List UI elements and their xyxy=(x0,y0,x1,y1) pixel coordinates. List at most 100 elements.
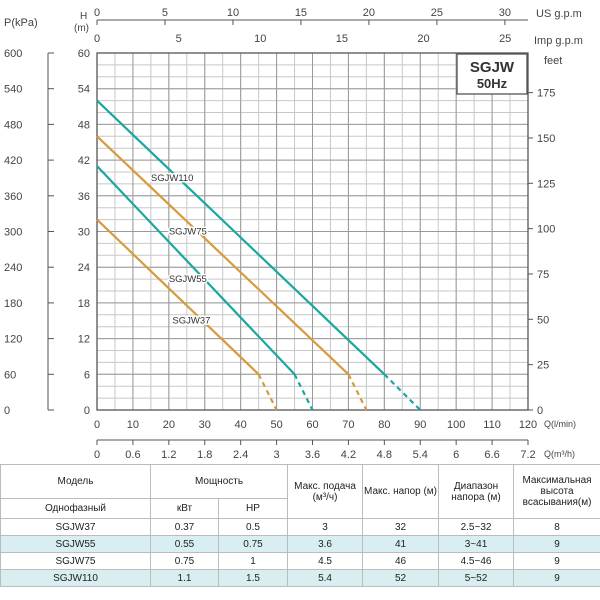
series-label-sgjw110: SGJW110 xyxy=(151,173,194,184)
table-row: SGJW37 0.37 0.5 3 32 2.5~32 8 xyxy=(0,518,600,536)
cell-head: 46 xyxy=(362,552,440,570)
header-max-head: Макс. напор (м) xyxy=(362,464,440,519)
us-gpm-tick-label: 0 xyxy=(94,7,100,19)
cell-model: SGJW37 xyxy=(0,518,151,536)
cell-suction: 8 xyxy=(513,518,600,536)
head-tick-label: 6 xyxy=(84,369,90,381)
cell-suction: 9 xyxy=(513,552,600,570)
head-axis-label: H xyxy=(80,11,87,22)
cell-kw: 0.55 xyxy=(150,535,219,553)
head-tick-label: 60 xyxy=(78,48,90,60)
feet-tick-label: 50 xyxy=(537,314,549,326)
cell-kw: 0.37 xyxy=(150,518,219,536)
us-gpm-tick-label: 30 xyxy=(499,7,511,19)
cell-head: 41 xyxy=(362,535,440,553)
feet-tick-label: 25 xyxy=(537,360,549,372)
series-line-sgjw75 xyxy=(96,135,350,376)
feet-tick-label: 0 xyxy=(537,405,543,417)
m3h-tick-label: 3.6 xyxy=(305,449,320,461)
series-label-sgjw55: SGJW55 xyxy=(169,274,207,285)
pump-performance-chart: P(kPa)060120180240300360420480540600H(m)… xyxy=(4,7,583,461)
cell-kw: 0.75 xyxy=(150,552,219,570)
cell-range: 2.5~32 xyxy=(438,518,515,536)
m3h-tick-label: 2.4 xyxy=(233,449,248,461)
pressure-tick-label: 0 xyxy=(4,405,10,417)
pressure-tick-label: 60 xyxy=(4,369,16,381)
imp-gpm-tick-label: 0 xyxy=(94,33,100,45)
head-tick-label: 42 xyxy=(78,155,90,167)
cell-head: 52 xyxy=(362,569,440,587)
cell-flow: 3 xyxy=(287,518,364,536)
table-row: SGJW55 0.55 0.75 3.6 41 3~41 9 xyxy=(0,535,600,553)
m3h-tick-label: 0 xyxy=(94,449,100,461)
cell-suction: 9 xyxy=(513,569,600,587)
cell-range: 4.5~46 xyxy=(438,552,515,570)
head-tick-label: 30 xyxy=(78,227,90,239)
us-gpm-tick-label: 20 xyxy=(363,7,375,19)
legend-frequency: 50Hz xyxy=(477,76,508,91)
header-power: Мощность xyxy=(149,464,289,499)
pressure-tick-label: 540 xyxy=(4,84,22,96)
series-label-sgjw37: SGJW37 xyxy=(172,316,210,327)
lmin-tick-label: 50 xyxy=(270,419,282,431)
feet-tick-label: 175 xyxy=(537,88,555,100)
pressure-tick-label: 120 xyxy=(4,334,22,346)
feet-tick-label: 150 xyxy=(537,133,555,145)
lmin-tick-label: 40 xyxy=(235,419,247,431)
cell-model: SGJW110 xyxy=(0,569,151,587)
feet-tick-label: 125 xyxy=(537,178,555,190)
cell-range: 5~52 xyxy=(438,569,515,587)
series-line-sgjw110 xyxy=(96,99,386,376)
pressure-tick-label: 300 xyxy=(4,227,22,239)
header-suction-height: Максимальная высота всасывания(м) xyxy=(513,464,600,519)
m3h-tick-label: 1.2 xyxy=(161,449,176,461)
feet-tick-label: 100 xyxy=(537,224,555,236)
imp-gpm-tick-label: 20 xyxy=(417,33,429,45)
m3h-tick-label: 6 xyxy=(453,449,459,461)
m3h-tick-label: 7.2 xyxy=(520,449,535,461)
series-line-sgjw55 xyxy=(96,165,296,376)
cell-kw: 1.1 xyxy=(150,569,219,587)
cell-head: 32 xyxy=(362,518,440,536)
series-line-dashed-sgjw75 xyxy=(347,373,368,411)
lmin-tick-label: 30 xyxy=(199,419,211,431)
pressure-tick-label: 600 xyxy=(4,48,22,60)
cell-model: SGJW75 xyxy=(0,552,151,570)
m3h-tick-label: 3 xyxy=(274,449,280,461)
pressure-tick-label: 360 xyxy=(4,191,22,203)
header-model: Модель xyxy=(0,464,151,499)
legend-box xyxy=(456,53,528,95)
cell-flow: 5.4 xyxy=(287,569,364,587)
lmin-axis-label: Q(l/min) xyxy=(544,419,576,429)
m3h-tick-label: 1.8 xyxy=(197,449,212,461)
m3h-tick-label: 5.4 xyxy=(413,449,428,461)
us-gpm-tick-label: 15 xyxy=(295,7,307,19)
subheader-single-phase: Однофазный xyxy=(0,498,151,519)
series-label-sgjw75: SGJW75 xyxy=(169,226,207,237)
series-line-sgjw37 xyxy=(96,218,260,376)
series-line-dashed-sgjw37 xyxy=(257,373,278,411)
cell-hp: 0.5 xyxy=(217,518,289,536)
specification-table: Модель Мощность Макс. подача (м³/ч) Макс… xyxy=(0,464,600,587)
cell-flow: 3.6 xyxy=(287,535,364,553)
head-tick-label: 36 xyxy=(78,191,90,203)
cell-model: SGJW55 xyxy=(0,535,151,553)
pressure-axis-label: P(kPa) xyxy=(4,17,38,29)
us-gpm-tick-label: 25 xyxy=(431,7,443,19)
head-tick-label: 0 xyxy=(84,405,90,417)
lmin-tick-label: 60 xyxy=(306,419,318,431)
subheader-hp: HP xyxy=(217,498,289,519)
pressure-tick-label: 240 xyxy=(4,262,22,274)
feet-tick-label: 75 xyxy=(537,269,549,281)
imp-gpm-tick-label: 5 xyxy=(176,33,182,45)
cell-suction: 9 xyxy=(513,535,600,553)
cell-range: 3~41 xyxy=(438,535,515,553)
head-tick-label: 48 xyxy=(78,119,90,131)
pressure-tick-label: 480 xyxy=(4,119,22,131)
m3h-tick-label: 4.2 xyxy=(341,449,356,461)
lmin-tick-label: 80 xyxy=(378,419,390,431)
imp-gpm-axis-label: Imp g.p.m xyxy=(534,35,583,47)
us-gpm-tick-label: 10 xyxy=(227,7,239,19)
imp-gpm-tick-label: 10 xyxy=(254,33,266,45)
head-tick-label: 18 xyxy=(78,298,90,310)
